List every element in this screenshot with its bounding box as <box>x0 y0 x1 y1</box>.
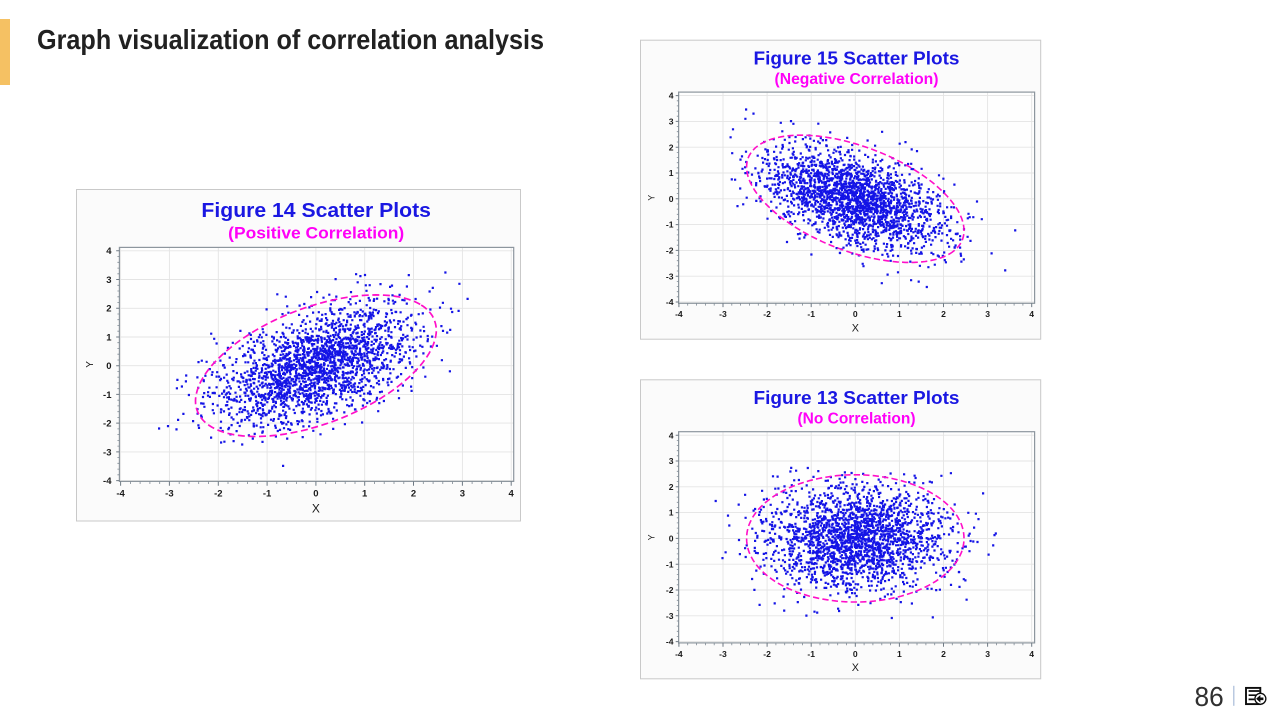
svg-text:0: 0 <box>669 534 674 544</box>
svg-text:X: X <box>852 662 859 674</box>
svg-text:-4: -4 <box>116 488 125 499</box>
svg-text:-4: -4 <box>666 637 674 647</box>
svg-text:Y: Y <box>647 534 657 540</box>
svg-text:2: 2 <box>106 304 111 315</box>
svg-text:1: 1 <box>106 332 112 343</box>
svg-text:2: 2 <box>941 649 946 659</box>
svg-text:0: 0 <box>106 361 111 372</box>
svg-text:Y: Y <box>647 195 657 201</box>
svg-text:-1: -1 <box>103 390 112 401</box>
svg-text:-2: -2 <box>666 246 674 256</box>
svg-text:-1: -1 <box>807 309 815 319</box>
svg-text:3: 3 <box>985 649 990 659</box>
svg-text:4: 4 <box>669 91 674 101</box>
svg-text:1: 1 <box>897 309 902 319</box>
svg-text:-2: -2 <box>763 649 771 659</box>
svg-text:-3: -3 <box>666 271 674 281</box>
svg-text:4: 4 <box>1029 309 1034 319</box>
svg-text:4: 4 <box>106 246 112 257</box>
svg-text:Y: Y <box>85 361 96 368</box>
svg-text:1: 1 <box>669 508 674 518</box>
svg-text:0: 0 <box>853 309 858 319</box>
svg-text:2: 2 <box>941 309 946 319</box>
svg-text:-4: -4 <box>666 297 674 307</box>
svg-text:3: 3 <box>985 309 990 319</box>
svg-text:-2: -2 <box>763 309 771 319</box>
svg-text:-4: -4 <box>675 649 683 659</box>
svg-text:(No Correlation): (No Correlation) <box>798 411 916 428</box>
svg-text:-3: -3 <box>103 447 111 458</box>
svg-text:(Positive Correlation): (Positive Correlation) <box>228 224 404 243</box>
svg-text:0: 0 <box>669 194 674 204</box>
svg-text:X: X <box>852 323 859 335</box>
svg-text:-1: -1 <box>807 649 815 659</box>
svg-text:Figure 14 Scatter Plots: Figure 14 Scatter Plots <box>201 200 431 222</box>
svg-text:3: 3 <box>106 275 111 286</box>
svg-text:-3: -3 <box>719 309 727 319</box>
svg-text:-1: -1 <box>666 559 674 569</box>
svg-text:-1: -1 <box>263 488 272 499</box>
svg-text:2: 2 <box>411 488 416 499</box>
svg-text:-2: -2 <box>103 419 111 430</box>
svg-text:-1: -1 <box>666 220 674 230</box>
svg-text:4: 4 <box>509 488 515 499</box>
svg-text:86: 86 <box>1195 681 1224 712</box>
svg-text:4: 4 <box>669 430 674 440</box>
svg-text:1: 1 <box>897 649 902 659</box>
svg-text:3: 3 <box>669 456 674 466</box>
svg-text:-3: -3 <box>666 611 674 621</box>
svg-text:-4: -4 <box>103 476 112 487</box>
svg-text:-2: -2 <box>666 585 674 595</box>
svg-text:(Negative Correlation): (Negative Correlation) <box>775 71 939 88</box>
svg-text:0: 0 <box>853 649 858 659</box>
svg-text:-3: -3 <box>719 649 727 659</box>
svg-text:3: 3 <box>669 117 674 127</box>
svg-text:3: 3 <box>460 488 465 499</box>
svg-text:4: 4 <box>1029 649 1034 659</box>
svg-text:-2: -2 <box>214 488 222 499</box>
svg-text:2: 2 <box>669 482 674 492</box>
svg-text:Figure 15 Scatter Plots: Figure 15 Scatter Plots <box>754 48 960 68</box>
svg-text:1: 1 <box>362 488 368 499</box>
svg-text:0: 0 <box>313 488 318 499</box>
svg-text:X: X <box>312 501 320 515</box>
svg-text:Graph visualization of correla: Graph visualization of correlation analy… <box>37 24 544 55</box>
svg-text:1: 1 <box>669 168 674 178</box>
svg-text:2: 2 <box>669 142 674 152</box>
svg-text:Figure 13 Scatter Plots: Figure 13 Scatter Plots <box>754 388 960 408</box>
svg-text:-3: -3 <box>165 488 173 499</box>
svg-text:-4: -4 <box>675 309 683 319</box>
